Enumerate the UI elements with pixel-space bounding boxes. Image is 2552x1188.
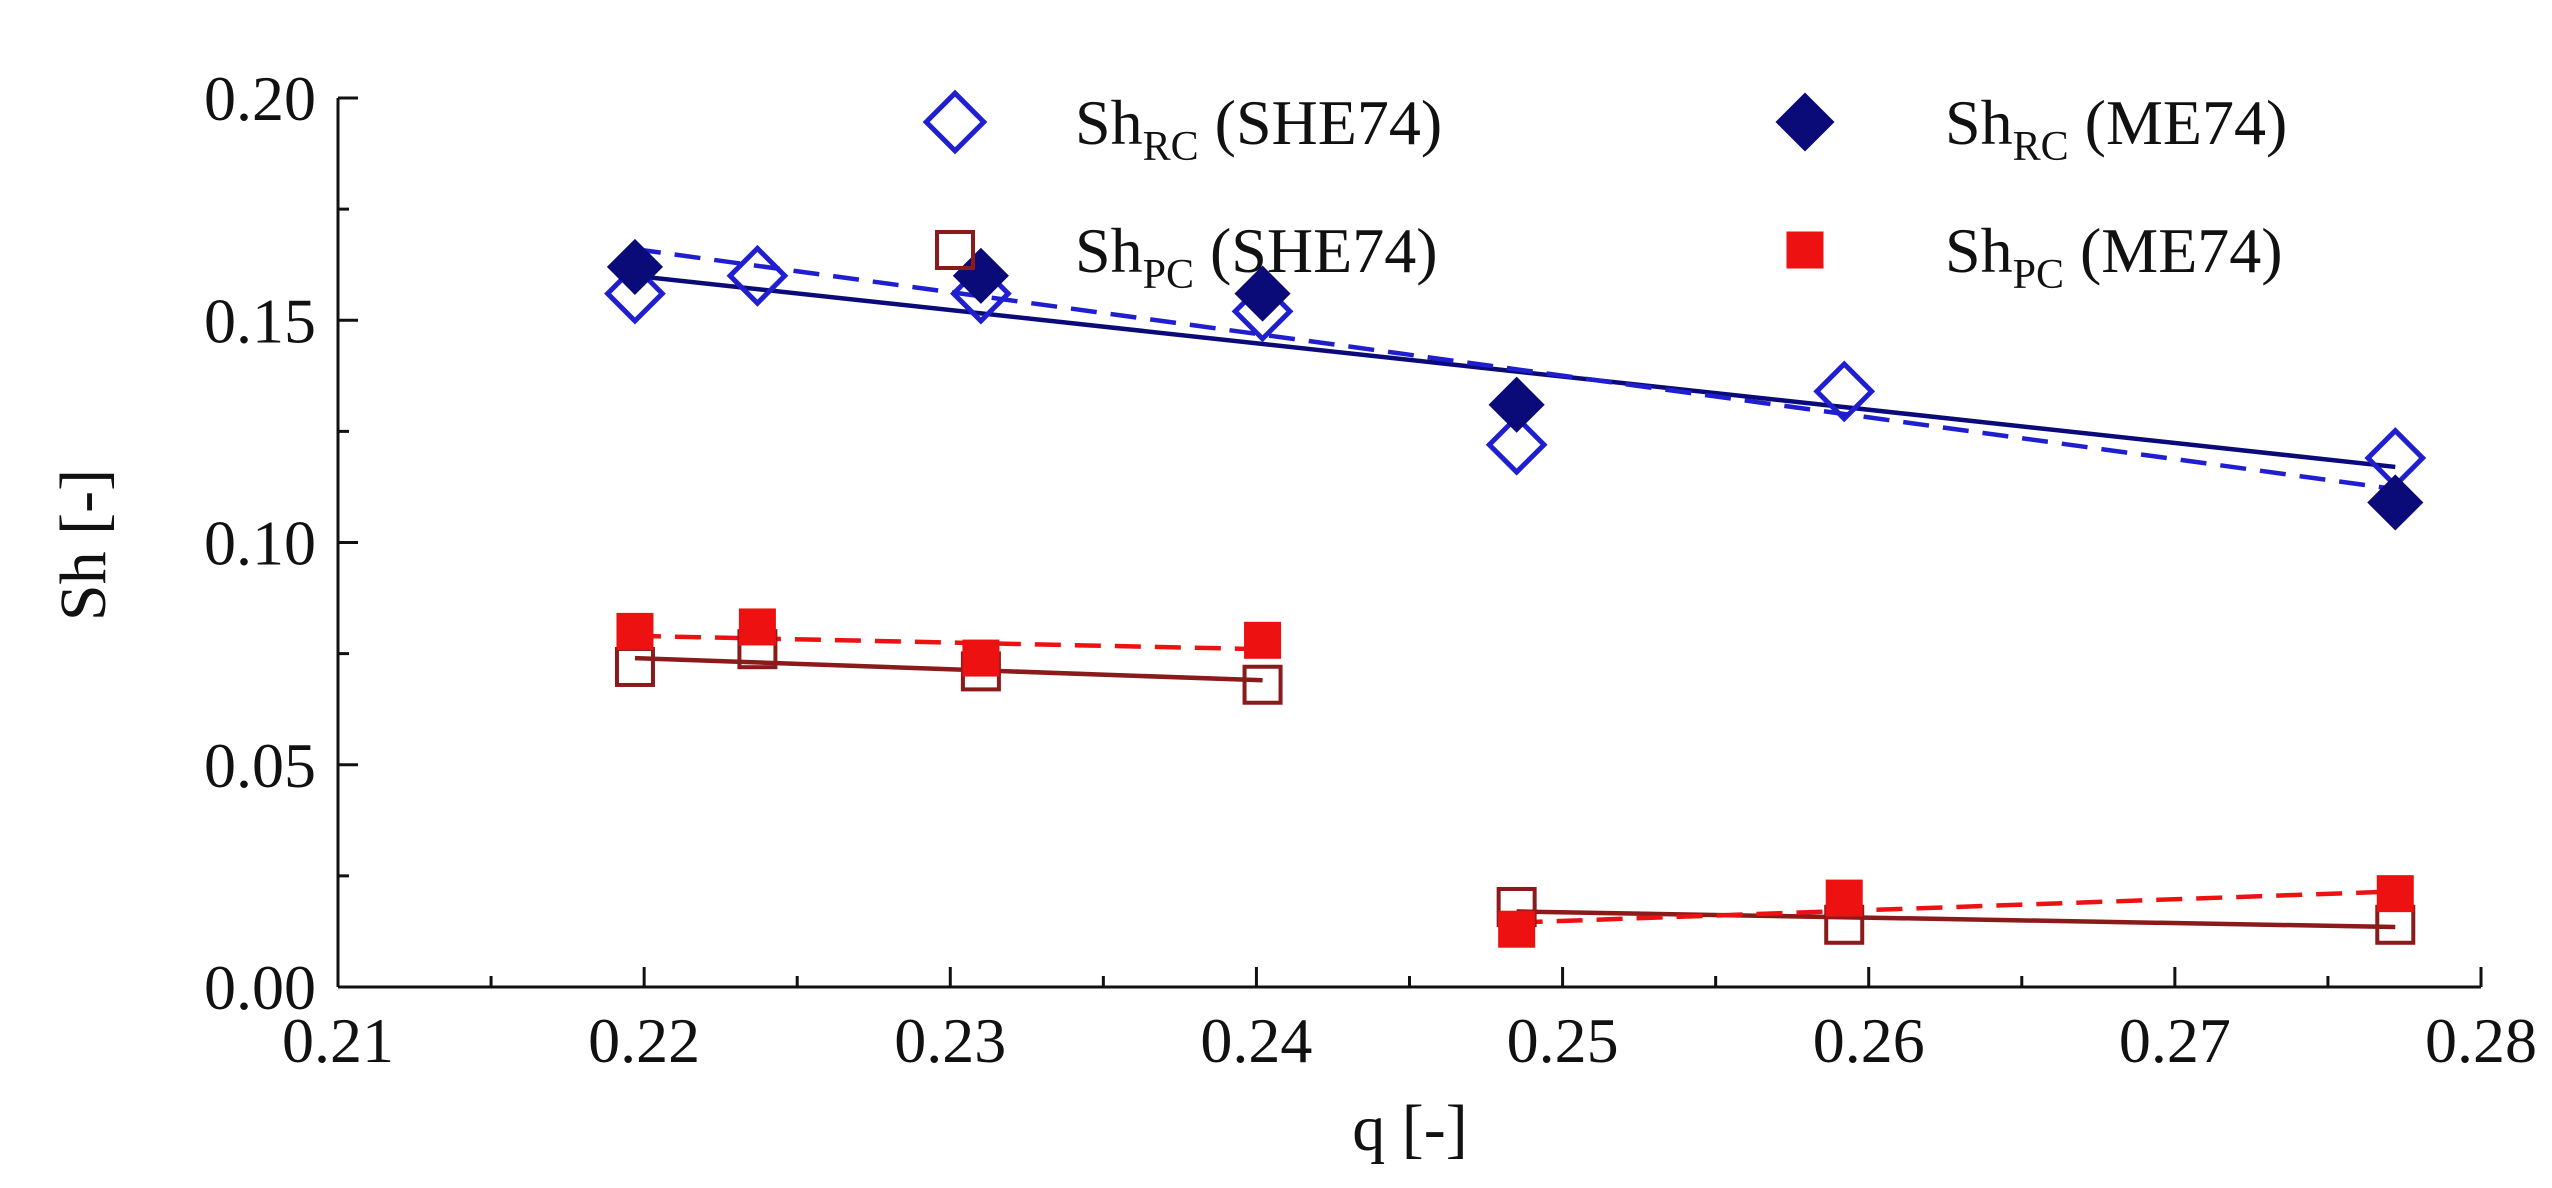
data-point-rc-me xyxy=(606,238,664,295)
legend-label-pc-she: ShPC (SHE74) xyxy=(1075,215,1438,298)
fit-lines xyxy=(634,246,2396,930)
data-point-pc-me xyxy=(962,639,1000,677)
data-point-pc-me xyxy=(738,608,776,646)
x-tick-label: 0.22 xyxy=(588,1005,700,1076)
data-point-pc-she xyxy=(614,646,655,687)
y-tick-label: 0.00 xyxy=(204,952,316,1023)
fit-line xyxy=(634,655,1263,683)
data-points xyxy=(604,238,2427,948)
x-tick-label: 0.28 xyxy=(2425,1005,2537,1076)
legend-label-rc-she: ShRC (SHE74) xyxy=(1075,87,1442,170)
x-axis-title: q [-] xyxy=(1352,1092,1467,1165)
data-point-pc-she xyxy=(1242,664,1283,705)
y-tick-label: 0.05 xyxy=(204,730,316,801)
fit-line xyxy=(1516,889,2396,925)
data-point-pc-me xyxy=(616,612,654,650)
legend-rest: (SHE74) xyxy=(1199,87,1443,158)
legend-rest: (ME74) xyxy=(2064,215,2283,286)
x-tick-label: 0.25 xyxy=(1507,1005,1619,1076)
fit-line xyxy=(634,246,2396,492)
data-point-rc-she xyxy=(604,262,666,325)
legend-marker-rc-she xyxy=(922,89,988,155)
data-point-rc-she xyxy=(1813,360,1876,423)
data-point-rc-me xyxy=(1234,265,1291,322)
legend: ShRC (SHE74) ShRC (ME74)ShPC (SHE74) ShPC … xyxy=(922,87,2287,298)
y-tick-label: 0.20 xyxy=(204,63,316,134)
legend-main: Sh xyxy=(1075,87,1143,158)
data-point-rc-she xyxy=(1485,413,1548,476)
x-tick-label: 0.27 xyxy=(2119,1005,2231,1076)
y-tick-label: 0.15 xyxy=(204,285,316,356)
data-point-pc-me xyxy=(1244,621,1282,659)
legend-subscript: PC xyxy=(1143,252,1194,298)
legend-main: Sh xyxy=(1075,215,1143,286)
x-tick-label: 0.21 xyxy=(282,1005,394,1076)
legend-marker-rc-me xyxy=(1775,92,1835,152)
legend-marker-pc-she xyxy=(935,230,975,270)
fit-line xyxy=(634,633,1263,652)
legend-subscript: PC xyxy=(2013,252,2064,298)
legend-label-rc-me: ShRC (ME74) xyxy=(1945,87,2287,170)
legend-rest: (ME74) xyxy=(2069,87,2288,158)
legend-main: Sh xyxy=(1945,215,2013,286)
data-point-rc-me xyxy=(1488,376,1545,433)
data-point-pc-me xyxy=(1498,910,1536,948)
axis-ticks: 0.21 0.22 0.23 0.24 0.25 0.26 0.27 0.28 0.00 0.05… xyxy=(204,63,2537,1076)
fit-line xyxy=(1516,909,2396,930)
x-tick-label: 0.24 xyxy=(1200,1005,1312,1076)
data-point-pc-me xyxy=(1825,879,1863,917)
y-axis-title: Sh [-] xyxy=(47,469,120,621)
legend-label-pc-me: ShPC (ME74) xyxy=(1945,215,2283,298)
x-tick-label: 0.23 xyxy=(894,1005,1006,1076)
y-tick-label: 0.10 xyxy=(204,508,316,579)
x-tick-label: 0.26 xyxy=(1813,1005,1925,1076)
legend-main: Sh xyxy=(1945,87,2013,158)
legend-subscript: RC xyxy=(2013,124,2069,170)
legend-subscript: RC xyxy=(1143,124,1199,170)
data-point-rc-she xyxy=(726,244,789,307)
data-point-pc-me xyxy=(2376,875,2414,913)
legend-marker-pc-me xyxy=(1786,231,1824,269)
data-point-pc-she xyxy=(2375,904,2416,945)
data-point-rc-me xyxy=(2367,474,2424,531)
legend-rest: (SHE74) xyxy=(1194,215,1438,286)
